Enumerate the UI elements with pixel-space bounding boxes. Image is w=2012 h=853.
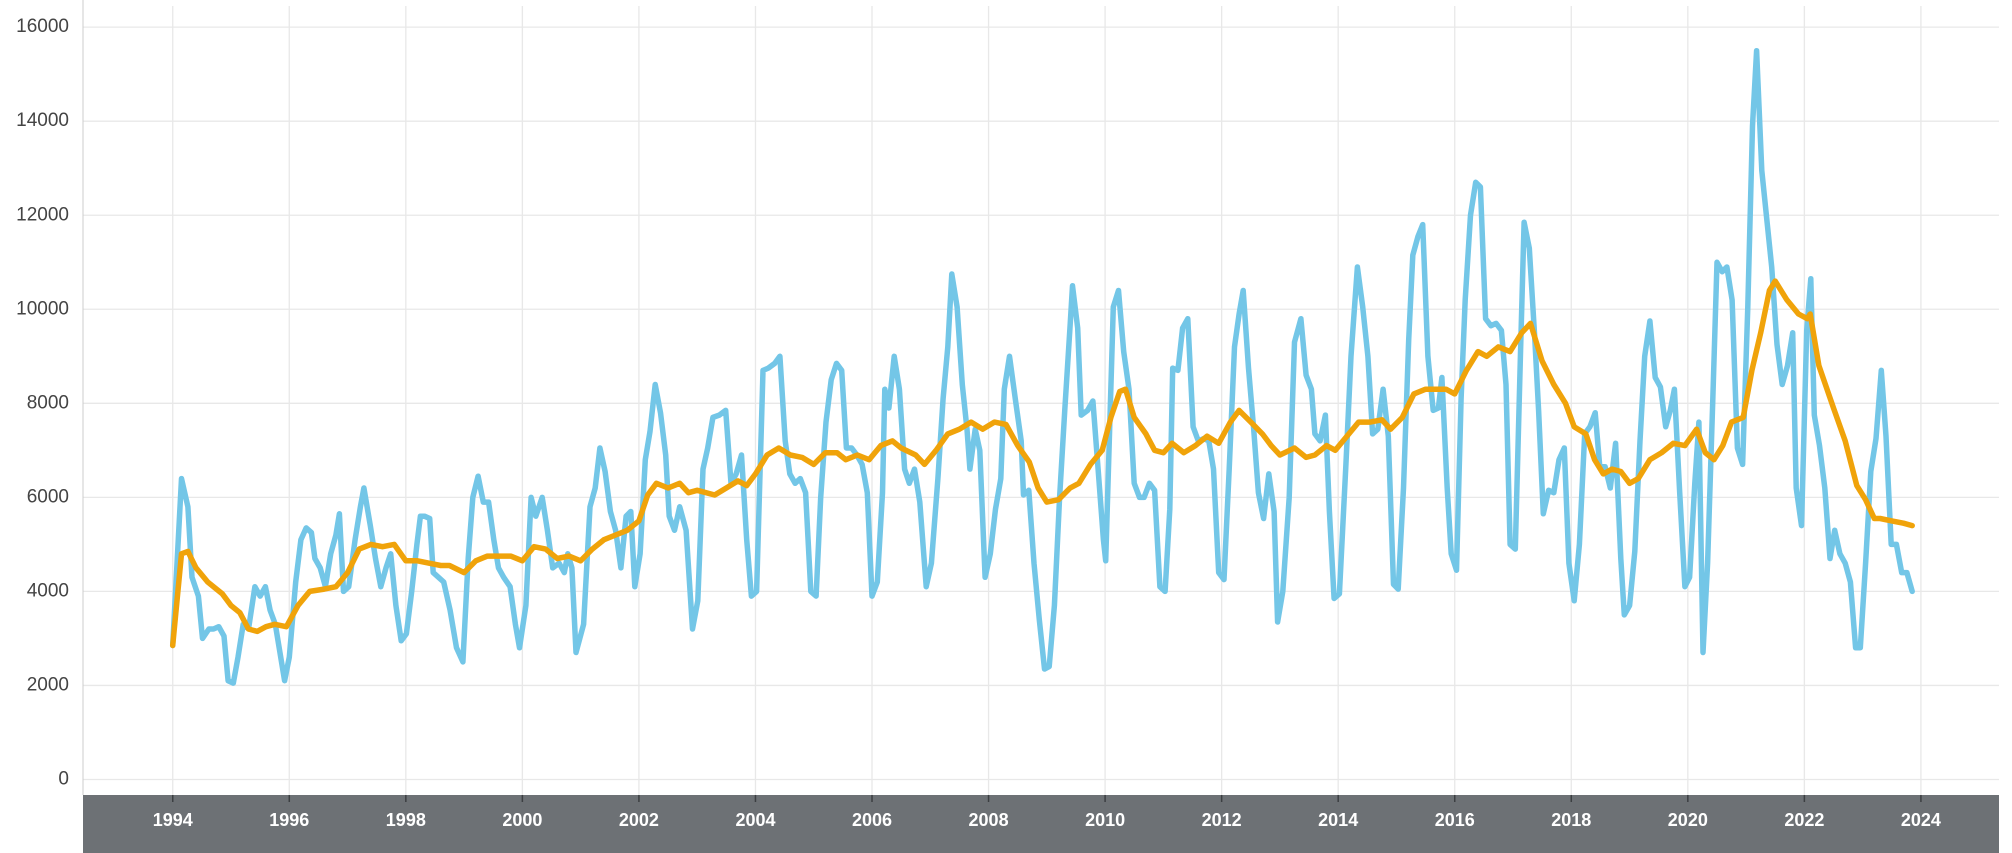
x-tick-label: 2000: [502, 810, 542, 830]
x-tick-label: 2014: [1318, 810, 1358, 830]
x-axis-band: [83, 795, 1999, 853]
x-tick-label: 2002: [619, 810, 659, 830]
y-tick-label: 12000: [16, 204, 69, 225]
y-tick-label: 6000: [27, 486, 69, 507]
x-tick-label: 2016: [1435, 810, 1475, 830]
x-tick-label: 2004: [735, 810, 775, 830]
y-tick-label: 16000: [16, 16, 69, 37]
y-tick-label: 0: [58, 768, 69, 789]
x-tick-label: 2008: [969, 810, 1009, 830]
x-tick-label: 1998: [386, 810, 426, 830]
x-tick-label: 2024: [1901, 810, 1941, 830]
y-tick-label: 10000: [16, 298, 69, 319]
x-tick-label: 1996: [269, 810, 309, 830]
data-line: [169, 278, 1915, 649]
y-tick-label: 14000: [16, 110, 69, 131]
y-tick-label: 8000: [27, 392, 69, 413]
x-tick-label: 2006: [852, 810, 892, 830]
x-tick-label: 2020: [1668, 810, 1708, 830]
x-tick-label: 2018: [1551, 810, 1591, 830]
x-tick-label: 2010: [1085, 810, 1125, 830]
y-tick-label: 2000: [27, 674, 69, 695]
grid: [83, 6, 1999, 795]
x-tick-label: 1994: [153, 810, 193, 830]
y-tick-label: 4000: [27, 580, 69, 601]
x-tick-label: 2012: [1202, 810, 1242, 830]
data-line: [169, 47, 1915, 686]
x-tick-label: 2022: [1784, 810, 1824, 830]
